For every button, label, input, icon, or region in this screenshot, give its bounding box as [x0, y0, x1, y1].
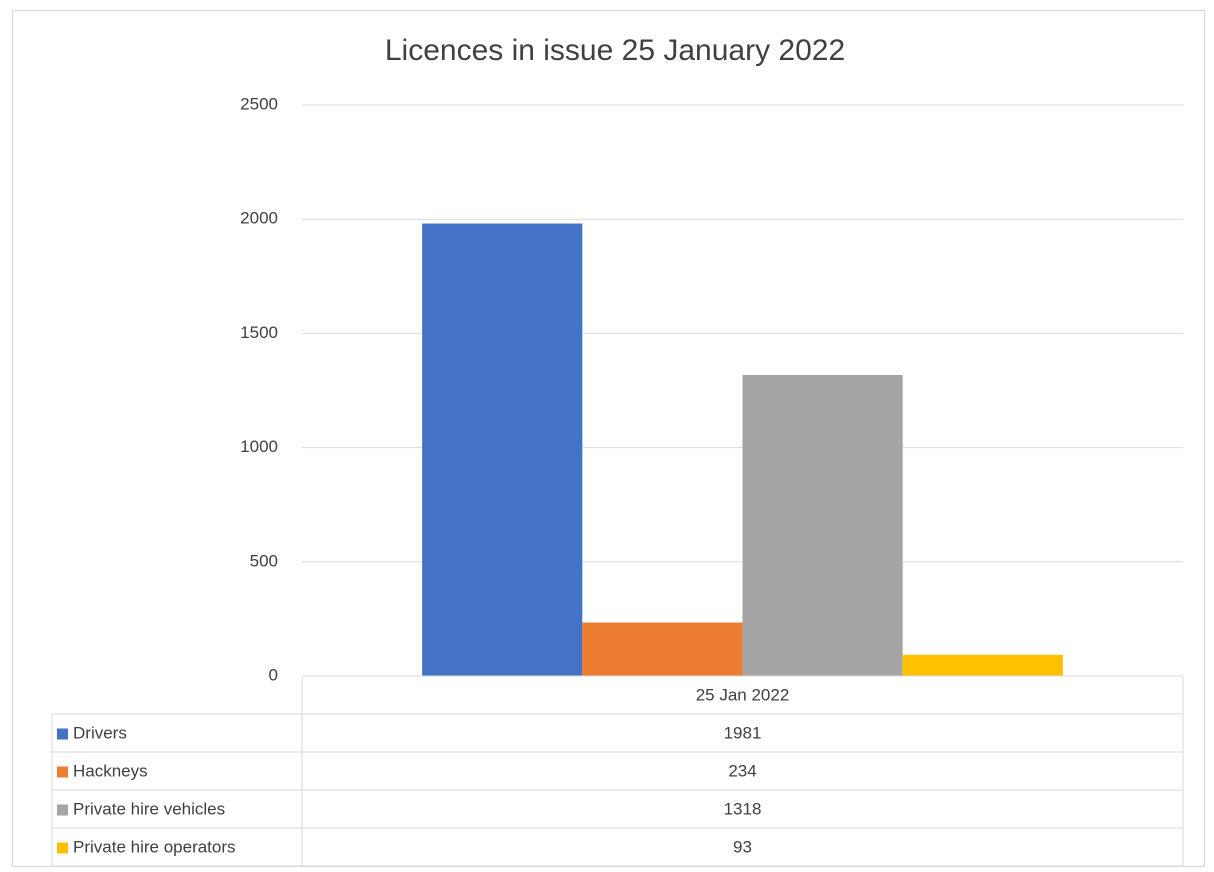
legend-key: [57, 804, 68, 816]
x-tick-label: 25 Jan 2022: [696, 685, 790, 704]
chart-title: Licences in issue 25 January 2022: [385, 34, 845, 67]
y-tick-label: 2000: [240, 209, 278, 228]
legend-label: Hackneys: [73, 761, 148, 780]
bar: [742, 374, 903, 676]
y-tick-label: 500: [250, 551, 278, 570]
y-tick-label: 2500: [240, 94, 278, 113]
y-tick-label: 1000: [240, 437, 278, 456]
bar: [582, 622, 743, 676]
table-value: 1981: [724, 723, 762, 742]
legend-label: Private hire operators: [73, 837, 236, 856]
chart-border: [12, 10, 1205, 867]
legend-label: Private hire vehicles: [73, 799, 225, 818]
bar: [902, 654, 1063, 676]
legend-key: [57, 728, 68, 740]
legend-label: Drivers: [73, 723, 127, 742]
table-value: 234: [728, 761, 756, 780]
legend-key: [57, 842, 68, 854]
legend-key: [57, 766, 68, 778]
y-tick-label: 1500: [240, 323, 278, 342]
table-value: 93: [733, 837, 752, 856]
y-tick-label: 0: [269, 665, 278, 684]
table-value: 1318: [724, 799, 762, 818]
bar: [422, 223, 583, 676]
